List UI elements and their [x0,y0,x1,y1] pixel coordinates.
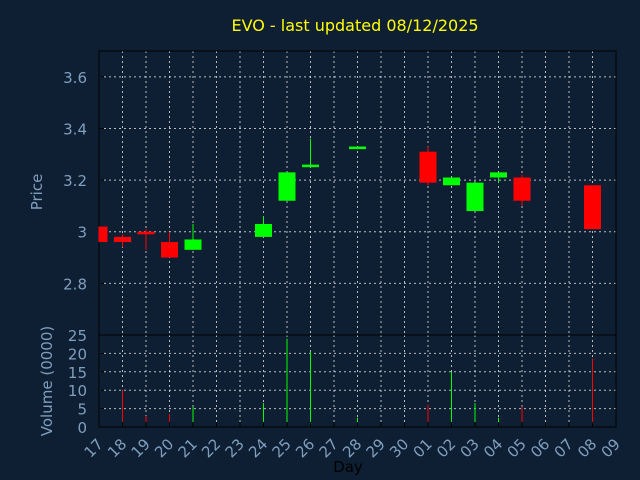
candle-body [302,164,319,168]
chart-title: EVO - last updated 08/12/2025 [231,16,478,35]
volume-tick-label: 20 [68,345,87,363]
candle-body [137,231,155,235]
price-tick-label: 2.8 [63,275,87,293]
candle-body [584,185,601,230]
volume-tick-label: 15 [68,364,87,382]
candle-body [419,151,437,183]
candle-body [99,226,108,243]
price-tick-label: 3.6 [63,69,87,87]
candle-body [443,177,460,186]
candle-body [490,172,507,178]
candle-body [349,146,366,150]
x-axis-label: Day [333,458,363,476]
volume-tick-label: 5 [77,401,87,419]
volume-tick-label: 10 [68,382,87,400]
volume-tick-label: 0 [77,419,87,437]
candle-body [114,236,131,243]
candle-body [513,177,531,201]
volume-axis-label: Volume (0000) [38,326,56,436]
price-tick-label: 3 [77,224,87,242]
candle-body [161,242,178,258]
price-tick-label: 3.4 [63,120,87,138]
candle-body [255,223,272,237]
candle-body [184,239,202,250]
candle-body [278,172,296,201]
price-axis-label: Price [28,174,46,211]
candle-body [466,182,484,212]
volume-tick-label: 25 [68,327,87,345]
price-tick-label: 3.2 [63,172,87,190]
